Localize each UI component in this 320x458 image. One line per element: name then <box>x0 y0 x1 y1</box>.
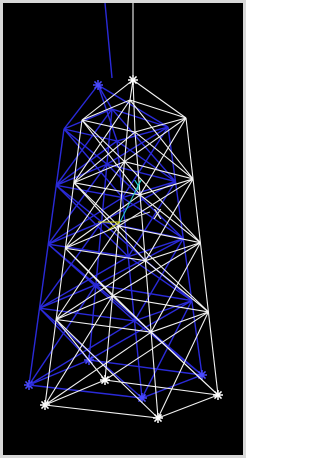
axis-label-x: X <box>153 208 162 223</box>
background <box>3 3 243 455</box>
viewport-frame: X Y <box>0 0 246 458</box>
axis-label-y: Y <box>133 179 142 194</box>
model-view: X Y <box>3 3 243 455</box>
